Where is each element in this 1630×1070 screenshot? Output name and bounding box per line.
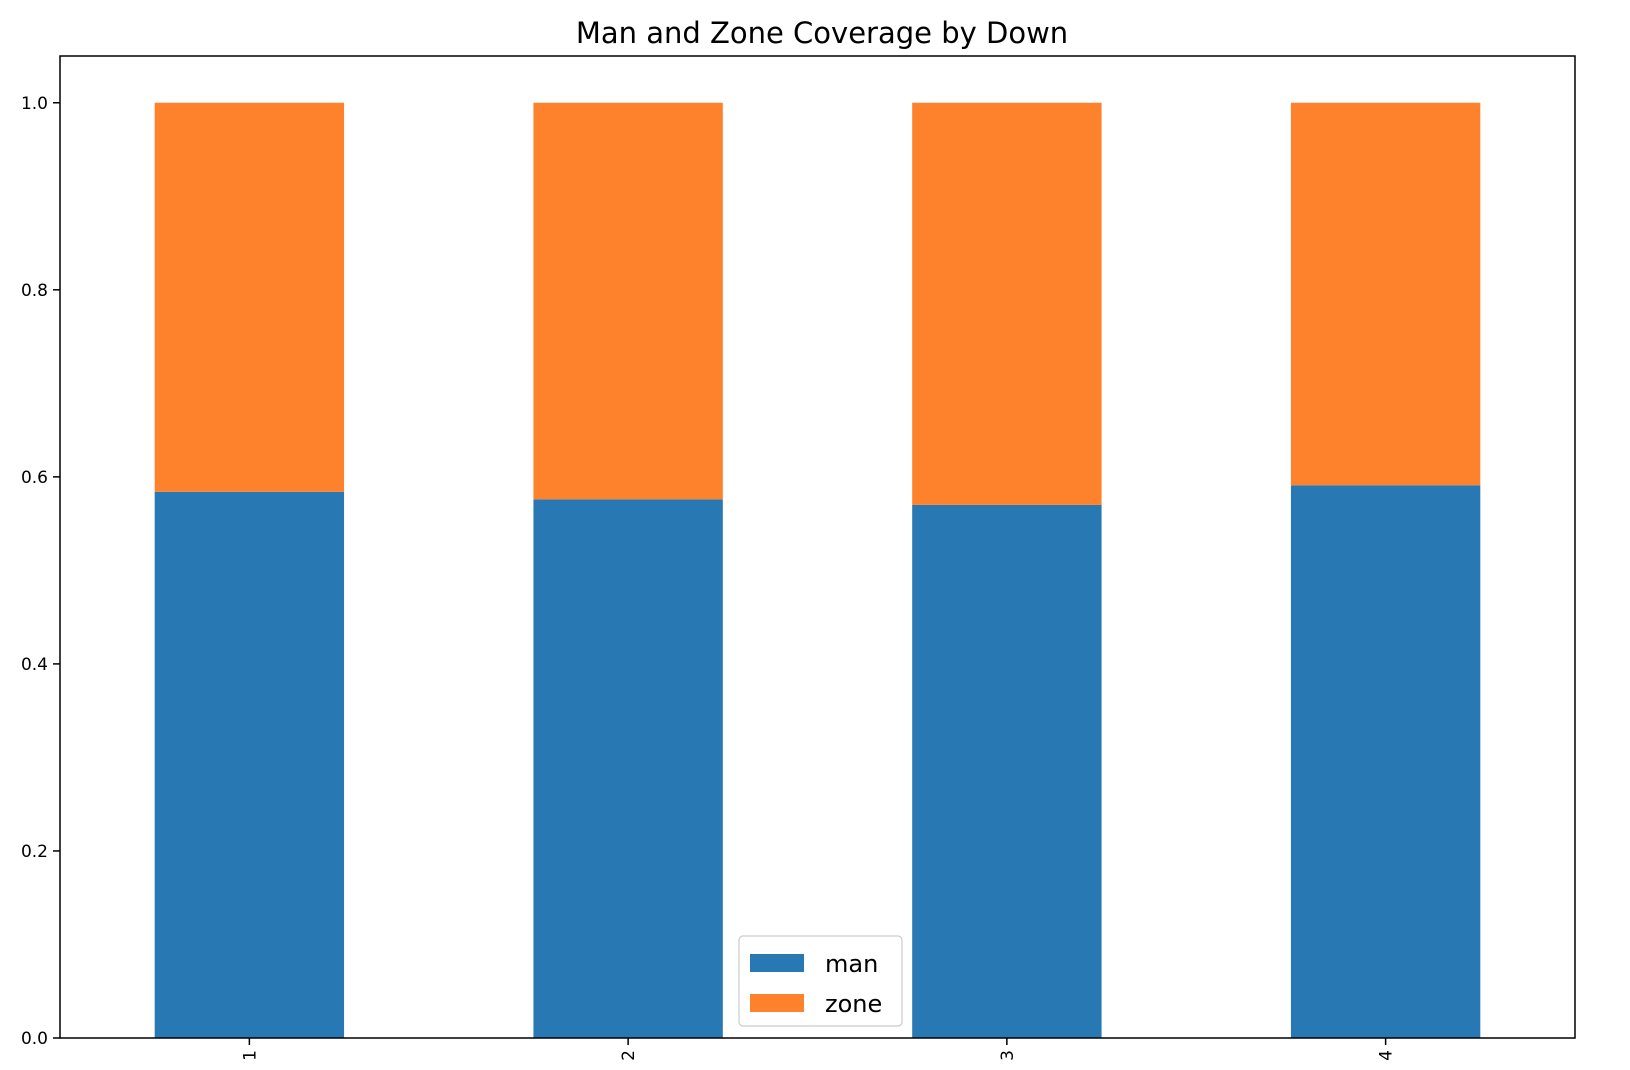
x-axis: 1 2 3 4	[240, 1038, 1397, 1061]
legend-swatch-zone	[750, 994, 804, 1012]
y-tick-label: 0.8	[21, 281, 48, 301]
bar-zone-down-1	[154, 102, 345, 492]
bar-zone-down-3	[912, 102, 1102, 505]
bar-man-down-3	[912, 504, 1102, 1038]
y-tick-label: 0.4	[21, 655, 48, 675]
bar-zone-down-4	[1290, 102, 1481, 486]
legend-label-zone: zone	[825, 990, 882, 1018]
bar-zone-down-2	[533, 102, 723, 500]
plot-area	[154, 102, 1481, 1039]
legend: man zone	[738, 935, 903, 1027]
x-tick-label-2: 2	[619, 1050, 639, 1061]
bar-man-down-2	[533, 499, 723, 1038]
y-tick-label: 1.0	[21, 94, 48, 114]
legend-label-man: man	[825, 950, 878, 978]
legend-swatch-man	[750, 954, 804, 972]
y-tick-label: 0.6	[21, 468, 48, 488]
bar-man-down-1	[154, 491, 345, 1039]
y-axis: 0.0 0.2 0.4 0.6 0.8 1.0	[21, 94, 60, 1049]
y-tick-label: 0.0	[21, 1029, 48, 1049]
y-tick-label: 0.2	[21, 842, 48, 862]
x-tick-label-3: 3	[998, 1050, 1018, 1061]
plot-frame	[59, 55, 1576, 1039]
x-tick-label-4: 4	[1377, 1050, 1397, 1061]
x-tick-label-1: 1	[240, 1050, 260, 1061]
bar-man-down-4	[1290, 485, 1481, 1038]
chart-title: Man and Zone Coverage by Down	[576, 16, 1068, 50]
